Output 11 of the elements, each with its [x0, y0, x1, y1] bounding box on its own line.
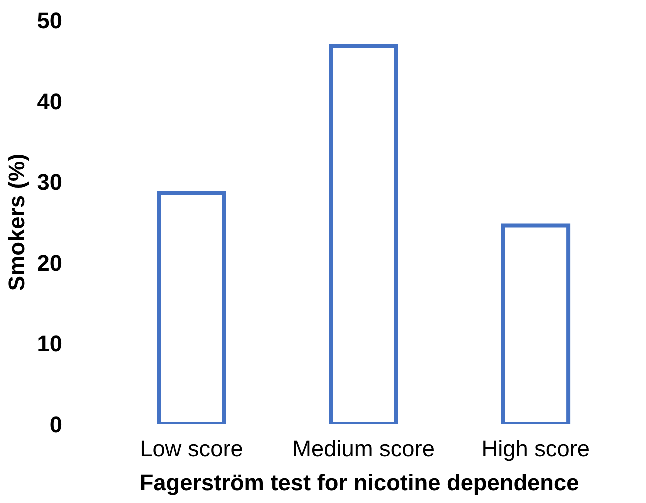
y-tick-label: 40 [37, 88, 62, 114]
y-tick-label: 20 [37, 250, 62, 276]
x-tick-label: Low score [140, 436, 244, 462]
x-axis-title: Fagerström test for nicotine dependence [140, 470, 580, 496]
y-axis-title: Smokers (%) [3, 154, 30, 292]
x-tick-label: High score [482, 436, 590, 462]
y-tick-label: 50 [37, 8, 62, 34]
y-tick-label: 30 [37, 169, 62, 196]
y-tick-label: 10 [37, 330, 62, 357]
x-tick-label: Medium score [292, 436, 435, 462]
y-tick-label: 0 [50, 412, 63, 438]
